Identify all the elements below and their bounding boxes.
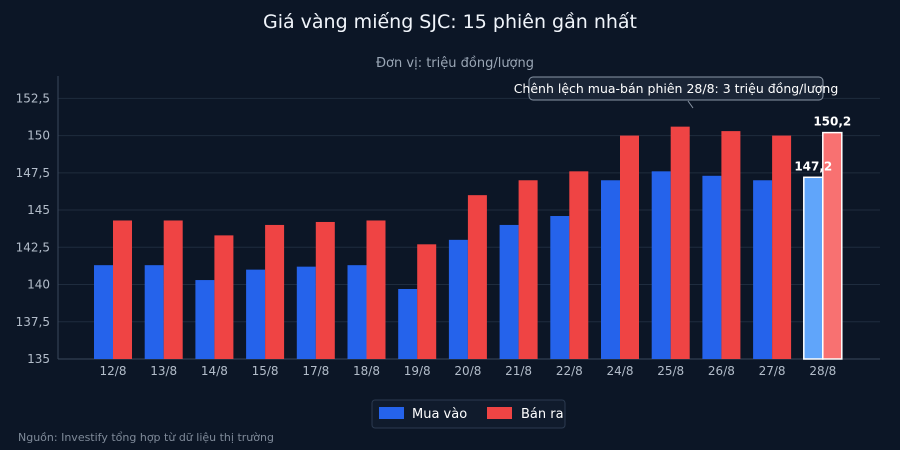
x-tick-label: 18/8 (353, 364, 380, 378)
bar-ban-ra-18-8[interactable] (366, 220, 386, 359)
bar-mua-vao-21-8[interactable] (499, 224, 519, 359)
y-tick-label: 147,5 (16, 166, 50, 180)
y-tick-label: 152,5 (16, 91, 50, 105)
x-tick-label: 15/8 (252, 364, 279, 378)
bar-ban-ra-17-8[interactable] (315, 221, 335, 359)
data-label: 150,2 (813, 115, 851, 129)
bar-mua-vao-15-8[interactable] (246, 269, 266, 359)
legend-box (371, 399, 566, 429)
bar-ban-ra-27-8[interactable] (772, 135, 792, 359)
x-axis-ticks: 12/8 13/8 14/8 15/8 17/8 18/8 19/8 20/8 21/8 22/8… (100, 364, 837, 378)
bar-ban-ra-26-8[interactable] (721, 131, 741, 359)
x-tick-label: 14/8 (201, 364, 228, 378)
bar-ban-ra-20-8[interactable] (467, 195, 487, 359)
annotation: Chênh lệch mua-bán phiên 28/8: 3 triệu đ… (514, 76, 839, 109)
legend-swatch-ban-ra[interactable] (487, 407, 512, 419)
bar-ban-ra-14-8[interactable] (214, 235, 234, 359)
bar-mua-vao-24-8[interactable] (601, 180, 620, 359)
x-tick-label: 20/8 (454, 364, 481, 378)
annotation-text: Chênh lệch mua-bán phiên 28/8: 3 triệu đ… (514, 81, 839, 96)
legend-label-mua-vao[interactable]: Mua vào (412, 407, 467, 422)
bar-ban-ra-22-8[interactable] (569, 171, 589, 359)
annotation-arrow (687, 100, 694, 109)
data-labels: 147,2 150,2 (794, 115, 851, 174)
annotation-box (528, 76, 824, 101)
bars (94, 126, 843, 360)
y-tick-label: 145 (27, 203, 50, 217)
x-tick-label: 19/8 (404, 364, 431, 378)
bar-mua-vao-27-8[interactable] (753, 180, 773, 359)
data-label: 147,2 (794, 159, 832, 173)
bar-ban-ra-28-8[interactable] (822, 131, 843, 360)
x-tick-label: 21/8 (505, 364, 532, 378)
bar-mua-vao-13-8[interactable] (144, 265, 164, 359)
y-tick-label: 140 (27, 278, 50, 292)
x-tick-label: 27/8 (759, 364, 786, 378)
bar-ban-ra-24-8[interactable] (620, 135, 639, 359)
y-tick-label: 137,5 (16, 315, 50, 329)
x-tick-label: 24/8 (607, 364, 634, 378)
x-tick-label: 17/8 (302, 364, 329, 378)
bar-mua-vao-25-8[interactable] (651, 171, 671, 359)
bar-ban-ra-13-8[interactable] (163, 220, 183, 359)
legend-swatch-mua-vao[interactable] (379, 407, 404, 419)
y-tick-label: 135 (27, 352, 50, 366)
x-tick-label: 22/8 (556, 364, 583, 378)
x-tick-label: 25/8 (657, 364, 684, 378)
x-tick-label: 26/8 (708, 364, 735, 378)
x-tick-label: 12/8 (100, 364, 127, 378)
bar-mua-vao-28-8[interactable] (803, 176, 824, 360)
x-tick-label: 28/8 (809, 364, 836, 378)
bar-ban-ra-25-8[interactable] (670, 126, 690, 359)
source-note: Nguồn: Investify tổng hợp từ dữ liệu thị… (18, 431, 274, 444)
y-tick-label: 142,5 (16, 240, 50, 254)
bar-mua-vao-14-8[interactable] (195, 280, 215, 359)
bar-mua-vao-12-8[interactable] (94, 265, 113, 359)
bar-mua-vao-19-8[interactable] (398, 288, 418, 359)
bar-mua-vao-20-8[interactable] (448, 239, 468, 359)
bar-mua-vao-26-8[interactable] (702, 175, 722, 359)
bar-ban-ra-19-8[interactable] (417, 244, 437, 359)
chart-title: Giá vàng miếng SJC: 15 phiên gần nhất (263, 11, 637, 33)
bar-ban-ra-21-8[interactable] (518, 180, 538, 359)
bar-ban-ra-12-8[interactable] (113, 220, 132, 359)
legend-label-ban-ra[interactable]: Bán ra (521, 407, 564, 422)
bar-mua-vao-22-8[interactable] (550, 216, 570, 359)
bar-mua-vao-18-8[interactable] (347, 265, 367, 359)
bar-ban-ra-15-8[interactable] (265, 224, 285, 359)
chart-subtitle: Đơn vị: triệu đồng/lượng (376, 56, 534, 71)
y-tick-label: 150 (27, 129, 50, 143)
legend[interactable]: Mua vào Bán ra (371, 399, 566, 429)
bar-mua-vao-17-8[interactable] (296, 266, 316, 359)
y-axis-ticks: 135 137,5 140 142,5 145 147,5 150 152,5 (16, 91, 50, 366)
x-tick-label: 13/8 (150, 364, 177, 378)
